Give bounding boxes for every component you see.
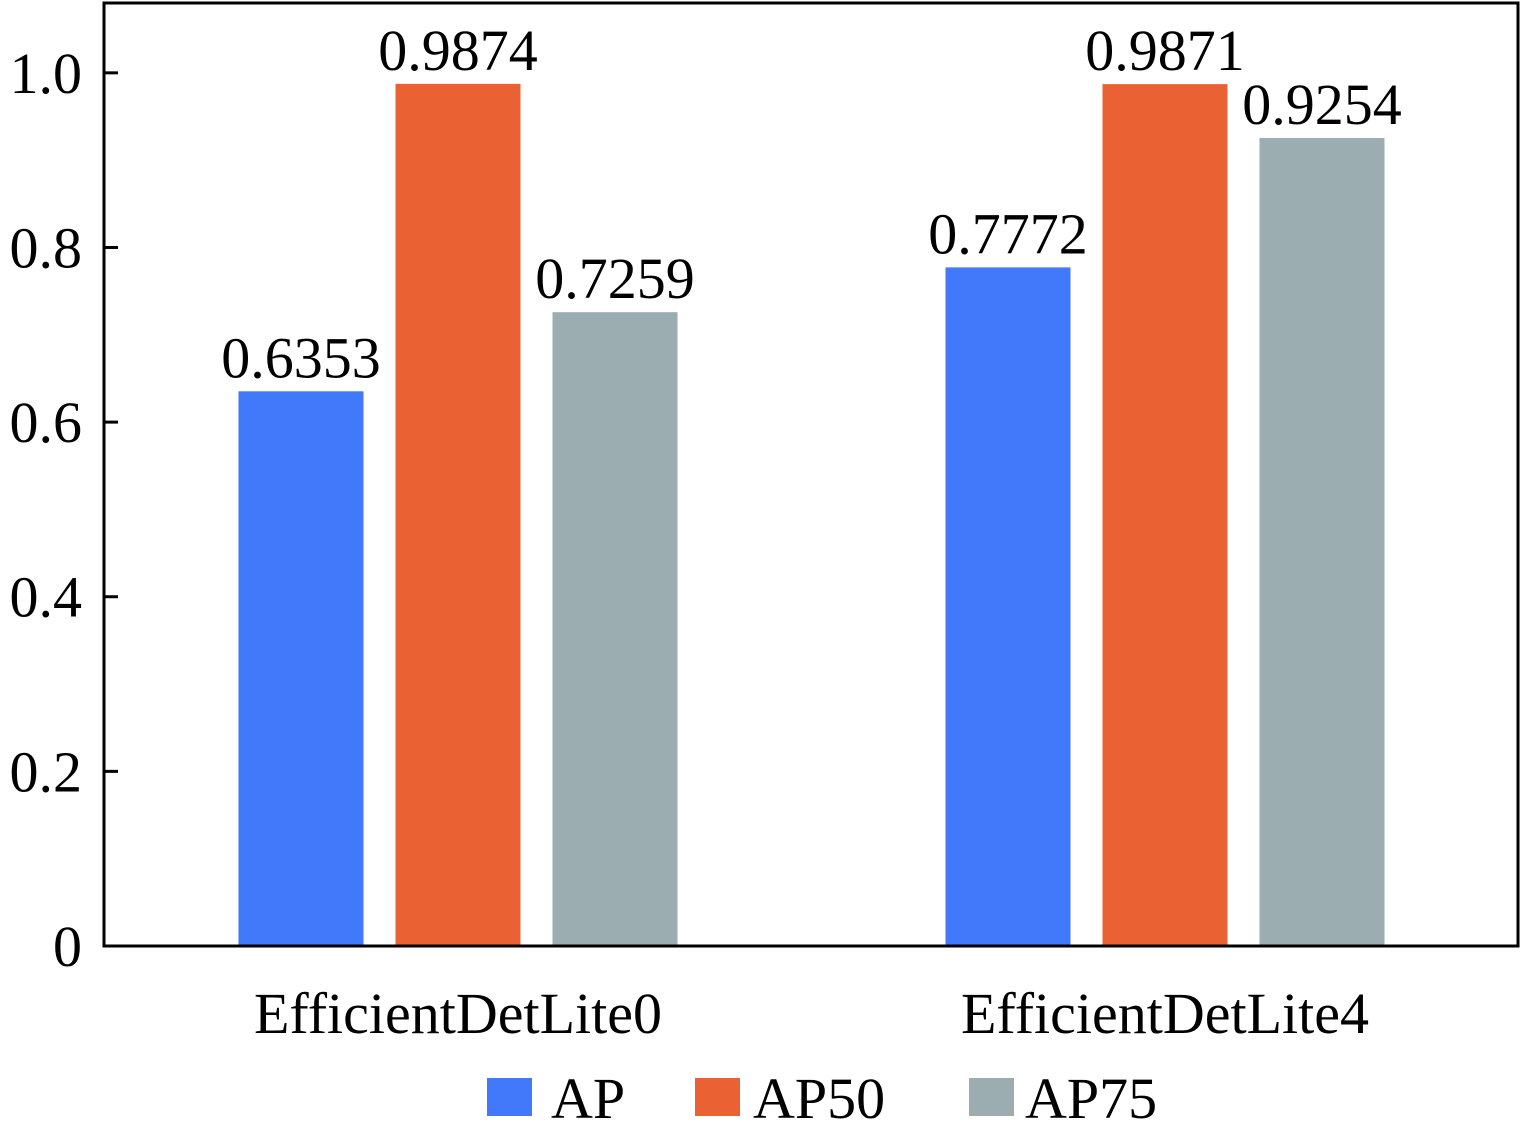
data-label-ap50-0: 0.9874 — [378, 18, 538, 83]
bar-ap50-0 — [395, 83, 521, 946]
y-tick-label-4: 0.8 — [10, 215, 83, 280]
plot-frame — [102, 1, 1520, 948]
y-tick-label-1: 0.2 — [10, 739, 83, 804]
y-tick-label-0: 0 — [53, 914, 82, 979]
legend-swatch-ap50 — [695, 1078, 740, 1116]
data-label-ap-1: 0.7772 — [928, 201, 1088, 266]
legend: AP AP50 AP75 — [487, 1066, 1157, 1126]
legend-label-ap: AP — [551, 1066, 625, 1126]
bar-ap-1 — [945, 267, 1071, 946]
x-tick-label-0: EfficientDetLite0 — [254, 981, 662, 1046]
data-label-ap75-1: 0.9254 — [1242, 72, 1402, 137]
data-label-ap50-1: 0.9871 — [1085, 18, 1245, 83]
legend-swatch-ap75 — [969, 1078, 1014, 1116]
y-tick-label-5: 1.0 — [10, 41, 83, 106]
y-tick-label-3: 0.6 — [10, 390, 83, 455]
data-label-ap75-0: 0.7259 — [535, 246, 695, 311]
x-axis: EfficientDetLite0 EfficientDetLite4 — [254, 981, 1369, 1046]
bar-ap75-0 — [552, 312, 678, 946]
y-axis: 0 0.2 0.4 0.6 0.8 1.0 — [10, 41, 118, 979]
legend-label-ap50: AP50 — [753, 1066, 885, 1126]
data-label-ap-0: 0.6353 — [221, 325, 381, 390]
legend-swatch-ap — [487, 1078, 532, 1116]
bars-group — [238, 83, 1385, 947]
y-tick-label-2: 0.4 — [10, 565, 83, 630]
x-tick-label-1: EfficientDetLite4 — [961, 981, 1369, 1046]
bar-ap-0 — [238, 391, 364, 947]
bar-ap75-1 — [1259, 137, 1385, 946]
bar-ap50-1 — [1102, 84, 1228, 946]
legend-label-ap75: AP75 — [1025, 1066, 1157, 1126]
